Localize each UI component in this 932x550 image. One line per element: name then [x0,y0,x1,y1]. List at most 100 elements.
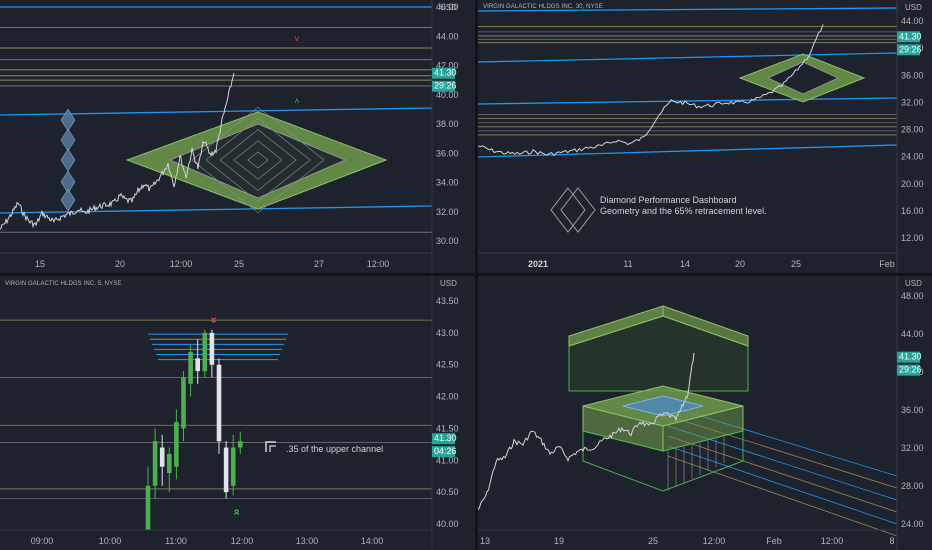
price-tag [432,67,455,79]
y-tick-label: 36.00 [436,148,459,158]
candle-body [145,485,151,531]
chart-pane-top-left[interactable]: ˄ ˅ 46.00 44.00 42.00 40.00 38.00 36.00 34.00 32.… [0,0,475,273]
x-tick-label: 25 [234,259,244,269]
timer-tag [897,44,920,56]
unit-label: USD [905,279,922,288]
diamond-grid [247,151,269,169]
down-arrow-marker: ˅ [294,34,299,44]
x-tick-label: 12:00 [821,536,844,546]
y-tick-label: 32.00 [436,207,459,217]
fan-line [667,445,898,525]
chart-canvas: 48.0044.0040.0036.0032.0028.0024.00USD13… [478,276,924,550]
box-roof-right [662,305,749,347]
pane-divider-horizontal[interactable] [0,273,932,276]
x-tick-label: 14:00 [361,536,384,546]
x-tick-label: 8 [889,536,894,546]
x-tick-label: 09:00 [31,536,54,546]
blue-diamond-marker [60,128,76,152]
timer-tag [897,364,920,376]
x-tick-label: 10:00 [99,536,122,546]
price-series [478,352,695,510]
diamond-grid [233,140,283,180]
y-tick-label: 42.50 [436,360,459,370]
candle-body [181,377,186,429]
y-tick-label: 48.00 [901,291,924,301]
lower-channel-line [0,205,433,214]
x-tick-label: 20 [735,259,745,269]
candle-body [238,441,243,448]
price-tag [432,433,455,445]
box-base [582,430,744,492]
price-tag-label: 41.30 [899,352,922,362]
x-tick-label: 25 [648,536,658,546]
y-tick-label: 34.00 [436,178,459,188]
y-tick-label: 40.00 [436,519,459,529]
dashboard-diamond-icon [560,187,596,233]
candle-body [202,332,208,372]
fan-line [667,455,898,537]
dashboard-note-title: Diamond Performance Dashboard [600,195,737,205]
x-tick-label: 11 [623,259,632,269]
chart-pane-bottom-right[interactable]: 48.0044.0040.0036.0032.0028.0024.00USD13… [478,276,932,550]
y-tick-label: 41.00 [436,455,459,465]
y-tick-label: 32.00 [901,443,924,453]
inner-channel-line [478,97,898,105]
y-tick-label: 36.00 [901,70,924,80]
x-tick-label: 11:00 [165,536,187,546]
chart-canvas: 44.0040.0036.0032.0028.0024.0020.0016.00… [478,0,924,273]
candle-body [167,453,172,474]
x-tick-label: Feb [879,259,895,269]
unit-label: USD [440,3,457,12]
diamond-grid [219,129,297,191]
y-tick-label: 16.00 [901,206,924,216]
y-tick-label: 24.00 [901,519,924,529]
x-tick-label: 13:00 [296,536,319,546]
diamond-grid [205,118,311,202]
timer-tag-label: 29:26 [899,44,922,54]
x-tick-label: 27 [314,259,324,269]
price-tag [897,351,920,363]
candle-body [188,351,193,384]
unit-label: USD [905,3,922,12]
y-tick-label: 46.00 [436,2,459,12]
fan-line [667,435,898,513]
x-tick-label: 20 [115,259,125,269]
y-tick-label: 32.00 [901,97,924,107]
x-tick-label: 13 [480,536,490,546]
lower-channel-line [478,144,898,158]
candle-body [230,447,236,486]
chart-canvas: ˄ ˅ 46.00 44.00 42.00 40.00 38.00 36.00 34.00 32.… [0,0,459,273]
y-tick-label: 20.00 [901,179,924,189]
x-tick-label: 12:00 [170,259,193,269]
mid-channel-line [478,52,898,63]
price-tag [897,31,920,43]
chart-pane-top-right[interactable]: 44.0040.0036.0032.0028.0024.0020.0016.00… [478,0,932,273]
y-tick-label: 28.00 [901,125,924,135]
timer-tag-label: 29:26 [899,365,922,375]
x-tick-label: 12:00 [703,536,726,546]
mid-channel-line [0,107,433,116]
y-tick-label: 30.00 [436,236,459,246]
chart-title: VIRGIN GALACTIC HLDGS INC, 30, NYSE [483,4,603,10]
price-series [478,24,824,157]
unit-label: USD [440,279,457,288]
candle-body [216,364,222,442]
x-tick-label: 2021 [528,259,548,269]
chart-pane-bottom-left[interactable]: « » 43.50 43.00 42.50 42.00 41.50 41.00 40.50 40.… [0,276,475,550]
dashboard-note-body: Geometry and the 65% retracement level. [600,206,767,216]
buy-marker: » [229,508,243,515]
candle-body [152,441,158,486]
x-tick-label: 12:00 [231,536,254,546]
channel-note: .35 of the upper channel [286,444,384,454]
candle-body [223,447,229,493]
candle-body [174,422,179,467]
y-tick-label: 42.00 [436,61,459,71]
y-tick-label: 38.00 [436,119,459,129]
y-tick-label: 44.00 [901,329,924,339]
callout-icon [269,445,276,452]
price-tag-label: 41.30 [434,433,457,443]
y-tick-label: 36.00 [901,405,924,415]
price-tag-label: 41.30 [434,68,457,78]
x-tick-label: 25 [791,259,801,269]
blue-platform [622,395,704,417]
